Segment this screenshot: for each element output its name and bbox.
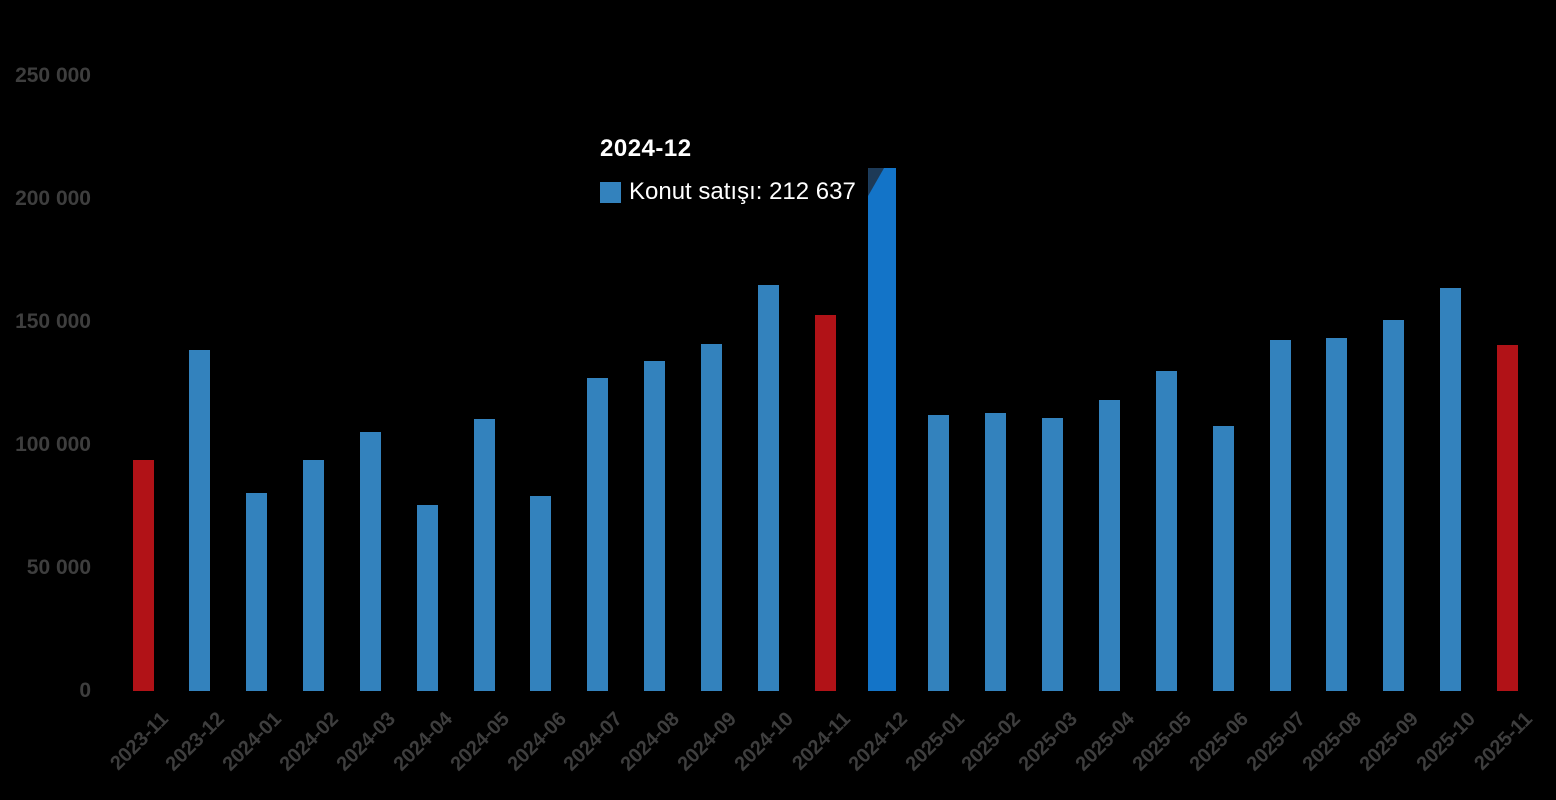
x-axis-label-2025-02: 2025-02: [957, 708, 1026, 776]
bar-2025-11[interactable]: [1496, 345, 1518, 691]
x-axis-label-2024-10: 2024-10: [730, 708, 798, 776]
x-axis-label-2023-11: 2023-11: [105, 708, 173, 775]
bar-2025-07[interactable]: [1269, 340, 1291, 691]
x-axis-label-2025-10: 2025-10: [1412, 708, 1481, 776]
y-axis-label: 0: [79, 679, 91, 702]
bar-2023-12[interactable]: [189, 350, 211, 691]
bar-2025-06[interactable]: [1212, 426, 1234, 691]
bar-2025-01[interactable]: [928, 415, 950, 691]
bar-2024-10[interactable]: [757, 285, 779, 691]
x-axis-label-2025-07: 2025-07: [1242, 708, 1310, 776]
bar-2024-02[interactable]: [303, 460, 325, 691]
y-axis-label: 100 000: [15, 433, 91, 456]
bar-2025-09[interactable]: [1383, 320, 1405, 691]
y-axis-label: 200 000: [15, 187, 91, 210]
x-axis-label-2024-12: 2024-12: [844, 708, 912, 776]
y-axis-label: 250 000: [15, 64, 91, 87]
x-axis-label-2025-01: 2025-01: [901, 708, 969, 776]
x-axis-label-2025-08: 2025-08: [1298, 708, 1367, 776]
x-axis-label-2025-05: 2025-05: [1128, 708, 1196, 776]
bar-2024-08[interactable]: [644, 361, 666, 691]
bar-2024-03[interactable]: [359, 432, 381, 691]
x-axis-label-2024-05: 2024-05: [446, 708, 514, 776]
x-axis-label-2024-01: 2024-01: [218, 708, 287, 776]
bar-2023-11[interactable]: [132, 460, 154, 691]
bar-2024-06[interactable]: [530, 496, 552, 691]
x-axis-label-2025-06: 2025-06: [1185, 708, 1253, 776]
x-axis-label-2024-11: 2024-11: [788, 708, 855, 775]
x-axis-label-2024-04: 2024-04: [389, 708, 457, 776]
bar-2024-09[interactable]: [701, 344, 722, 691]
bar-2025-10[interactable]: [1440, 288, 1462, 691]
bar-2024-12[interactable]: [868, 168, 897, 691]
bar-2024-04[interactable]: [416, 505, 438, 691]
x-axis-label-2023-12: 2023-12: [161, 708, 230, 776]
tooltip-value-text: Konut satışı: 212 637: [629, 178, 856, 205]
x-axis-label-2025-09: 2025-09: [1355, 708, 1424, 776]
bar-2024-07[interactable]: [587, 378, 609, 691]
tooltip-title: 2024-12: [600, 135, 692, 162]
bar-2025-04[interactable]: [1098, 400, 1120, 691]
bar-2024-05[interactable]: [473, 419, 495, 691]
bar-2025-05[interactable]: [1155, 371, 1177, 691]
y-axis-label: 50 000: [26, 556, 91, 579]
x-axis-label-2025-04: 2025-04: [1071, 708, 1140, 776]
bar-2024-11[interactable]: [814, 315, 836, 691]
x-axis-label-2024-08: 2024-08: [616, 708, 685, 776]
x-axis-label-2024-03: 2024-03: [332, 708, 400, 776]
x-axis-label-2024-06: 2024-06: [503, 708, 571, 776]
x-axis-label-2025-11: 2025-11: [1470, 708, 1537, 775]
bar-2025-03[interactable]: [1042, 418, 1064, 691]
bar-2024-01[interactable]: [246, 493, 268, 691]
x-axis-label-2024-09: 2024-09: [673, 708, 742, 776]
y-axis-label: 150 000: [15, 310, 91, 333]
series-marker-icon: [600, 181, 621, 203]
x-axis-label-2024-02: 2024-02: [275, 708, 344, 776]
x-axis-label-2024-07: 2024-07: [559, 708, 628, 776]
tooltip: 2024-12 Konut satışı: 212 637: [600, 135, 856, 206]
x-axis-label-2025-03: 2025-03: [1014, 708, 1083, 776]
tooltip-row: Konut satışı: 212 637: [600, 178, 856, 206]
bar-2025-08[interactable]: [1326, 338, 1348, 691]
bar-2025-02[interactable]: [985, 413, 1007, 691]
